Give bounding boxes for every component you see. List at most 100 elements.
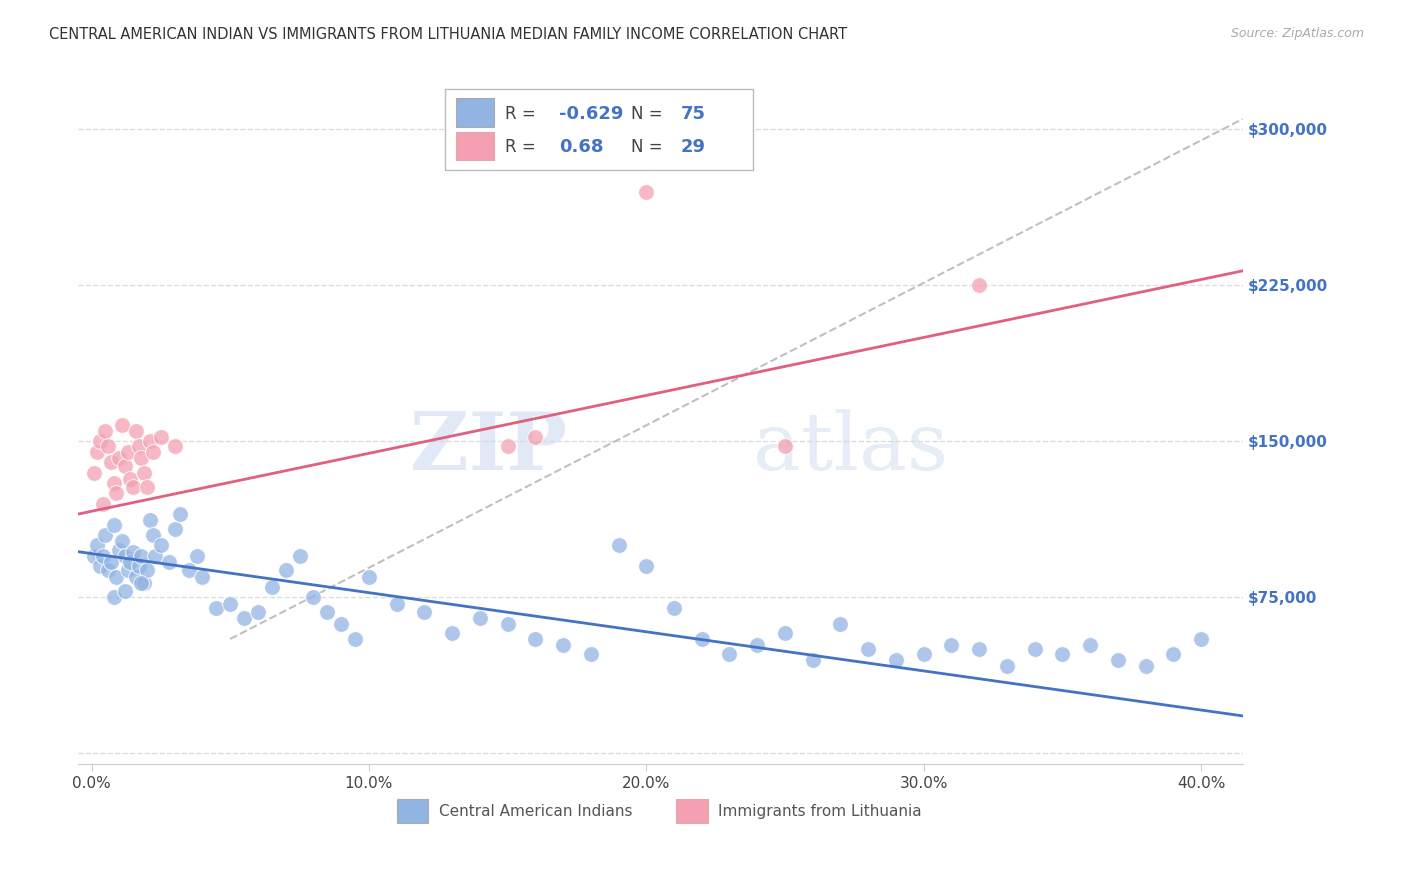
Point bbox=[186, 549, 208, 563]
Point bbox=[690, 632, 713, 646]
Point bbox=[967, 278, 990, 293]
Point bbox=[131, 450, 153, 465]
Point bbox=[773, 438, 796, 452]
Point bbox=[141, 444, 163, 458]
Point bbox=[1078, 638, 1101, 652]
Point bbox=[524, 430, 547, 444]
Point bbox=[143, 549, 166, 563]
Point bbox=[801, 653, 824, 667]
Point bbox=[316, 605, 339, 619]
Point bbox=[636, 559, 658, 574]
Point bbox=[100, 455, 122, 469]
Point bbox=[344, 632, 367, 646]
Point bbox=[579, 647, 602, 661]
Point bbox=[108, 542, 131, 557]
FancyBboxPatch shape bbox=[444, 89, 754, 170]
Point bbox=[260, 580, 283, 594]
Point bbox=[1107, 653, 1129, 667]
Point bbox=[1189, 632, 1212, 646]
Point bbox=[747, 638, 769, 652]
Point bbox=[169, 507, 191, 521]
Point bbox=[91, 549, 114, 563]
Point bbox=[288, 549, 311, 563]
Point bbox=[83, 466, 105, 480]
Point bbox=[86, 538, 108, 552]
Point bbox=[191, 569, 214, 583]
Text: 29: 29 bbox=[681, 138, 706, 156]
Point bbox=[125, 569, 148, 583]
Point bbox=[89, 559, 111, 574]
Point bbox=[89, 434, 111, 449]
Point bbox=[884, 653, 907, 667]
Point bbox=[149, 430, 172, 444]
Point bbox=[1052, 647, 1074, 661]
Point bbox=[141, 528, 163, 542]
Point bbox=[496, 617, 519, 632]
Point bbox=[856, 642, 879, 657]
Text: -0.629: -0.629 bbox=[558, 105, 623, 123]
Point bbox=[967, 642, 990, 657]
Text: R =: R = bbox=[505, 138, 547, 156]
Point bbox=[139, 434, 162, 449]
Point bbox=[114, 549, 136, 563]
Text: ZIP: ZIP bbox=[411, 409, 567, 487]
Point bbox=[111, 417, 134, 432]
Point bbox=[91, 497, 114, 511]
Point bbox=[136, 480, 159, 494]
Point bbox=[114, 459, 136, 474]
Point bbox=[114, 584, 136, 599]
Point bbox=[357, 569, 380, 583]
Point bbox=[941, 638, 963, 652]
Point bbox=[120, 472, 142, 486]
Point bbox=[139, 513, 162, 527]
Point bbox=[912, 647, 935, 661]
Point bbox=[111, 534, 134, 549]
Point bbox=[120, 555, 142, 569]
Point bbox=[157, 555, 180, 569]
Point bbox=[149, 538, 172, 552]
Point bbox=[128, 559, 150, 574]
Point bbox=[131, 549, 153, 563]
Point bbox=[128, 438, 150, 452]
Point bbox=[136, 563, 159, 577]
Point bbox=[773, 625, 796, 640]
Point bbox=[117, 563, 139, 577]
Point bbox=[97, 563, 120, 577]
Point bbox=[103, 475, 125, 490]
Point bbox=[108, 450, 131, 465]
Point bbox=[163, 438, 186, 452]
Point bbox=[607, 538, 630, 552]
Point bbox=[86, 444, 108, 458]
Point bbox=[122, 544, 145, 558]
Point bbox=[219, 597, 242, 611]
Point bbox=[246, 605, 269, 619]
Point bbox=[1024, 642, 1046, 657]
Point bbox=[441, 625, 464, 640]
Text: N =: N = bbox=[631, 105, 668, 123]
Point bbox=[496, 438, 519, 452]
Point bbox=[413, 605, 436, 619]
Point bbox=[995, 659, 1018, 673]
Point bbox=[83, 549, 105, 563]
Text: Central American Indians: Central American Indians bbox=[439, 804, 633, 819]
Text: 0.68: 0.68 bbox=[558, 138, 603, 156]
Point bbox=[205, 600, 228, 615]
Point bbox=[1161, 647, 1184, 661]
Point bbox=[103, 517, 125, 532]
Text: 75: 75 bbox=[681, 105, 706, 123]
Point bbox=[177, 563, 200, 577]
Point bbox=[662, 600, 685, 615]
Point bbox=[233, 611, 256, 625]
Point bbox=[385, 597, 408, 611]
Text: Source: ZipAtlas.com: Source: ZipAtlas.com bbox=[1230, 27, 1364, 40]
Point bbox=[330, 617, 353, 632]
Text: N =: N = bbox=[631, 138, 668, 156]
Point bbox=[105, 486, 128, 500]
Point bbox=[134, 466, 156, 480]
Point bbox=[718, 647, 741, 661]
Point bbox=[117, 444, 139, 458]
Point bbox=[636, 185, 658, 199]
Point bbox=[274, 563, 297, 577]
Point bbox=[105, 569, 128, 583]
Point bbox=[125, 424, 148, 438]
